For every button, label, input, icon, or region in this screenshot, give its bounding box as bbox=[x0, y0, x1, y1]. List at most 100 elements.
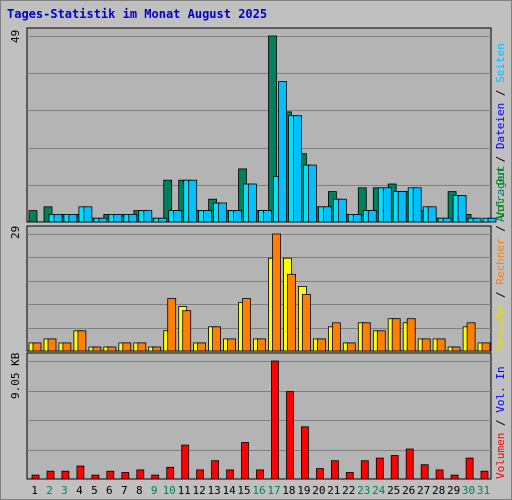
bar-seiten-day-31 bbox=[487, 217, 497, 223]
chart-title: Tages-Statistik im Monat August 2025 bbox=[7, 7, 268, 21]
bar-volumen-day-30 bbox=[465, 457, 474, 480]
x-tick-day-19: 19 bbox=[297, 484, 310, 497]
x-tick-day-12: 12 bbox=[192, 484, 205, 497]
bar-rechner-day-2 bbox=[47, 338, 57, 352]
bar-rechner-day-20 bbox=[316, 338, 326, 352]
x-tick-day-22: 22 bbox=[342, 484, 355, 497]
bar-rechner-day-3 bbox=[62, 342, 72, 352]
bar-rechner-day-7 bbox=[122, 342, 132, 352]
bar-seiten-day-20 bbox=[322, 206, 332, 223]
x-tick-day-3: 3 bbox=[61, 484, 68, 497]
bar-rechner-day-29 bbox=[451, 346, 461, 352]
legend-bottom-item: / bbox=[494, 413, 507, 433]
bar-rechner-day-1 bbox=[32, 342, 42, 352]
bar-rechner-day-28 bbox=[436, 338, 446, 352]
x-tick-day-5: 5 bbox=[91, 484, 98, 497]
legend-top: Anfragen / Dateien / Seiten bbox=[494, 43, 507, 222]
bar-rechner-day-12 bbox=[197, 342, 207, 352]
bar-volumen-day-3 bbox=[61, 470, 70, 480]
legend-middle-item: Rechner bbox=[494, 238, 507, 285]
bar-volumen-day-6 bbox=[106, 470, 115, 480]
x-tick-day-8: 8 bbox=[136, 484, 143, 497]
bar-volumen-day-13 bbox=[211, 460, 220, 480]
x-tick-day-29: 29 bbox=[447, 484, 460, 497]
bar-seiten-day-25 bbox=[397, 191, 407, 223]
plot-area-3 bbox=[26, 352, 492, 480]
bar-rechner-day-18 bbox=[287, 273, 296, 352]
bar-rechner-day-16 bbox=[257, 338, 266, 352]
x-tick-day-27: 27 bbox=[417, 484, 430, 497]
x-tick-day-18: 18 bbox=[282, 484, 295, 497]
x-tick-day-17: 17 bbox=[267, 484, 280, 497]
bar-seiten-day-18 bbox=[293, 115, 302, 223]
bar-volumen-day-12 bbox=[196, 469, 205, 480]
x-tick-day-16: 16 bbox=[252, 484, 265, 497]
legend-top-item: Dateien bbox=[494, 103, 507, 149]
bar-seiten-day-12 bbox=[203, 210, 213, 223]
bar-volumen-day-27 bbox=[420, 464, 429, 480]
bar-seiten-day-2 bbox=[53, 213, 63, 223]
bar-volumen-day-11 bbox=[181, 444, 190, 480]
bar-seiten-day-24 bbox=[382, 187, 392, 223]
bar-seiten-day-7 bbox=[128, 213, 138, 223]
bar-rechner-day-15 bbox=[242, 298, 251, 352]
bar-seiten-day-3 bbox=[68, 213, 78, 223]
bar-volumen-day-24 bbox=[375, 457, 384, 480]
bar-seiten-day-5 bbox=[98, 217, 108, 223]
x-tick-day-28: 28 bbox=[432, 484, 445, 497]
bar-seiten-day-28 bbox=[442, 217, 452, 223]
x-tick-day-13: 13 bbox=[207, 484, 220, 497]
y-max-label-2: 29 bbox=[9, 226, 22, 239]
bar-seiten-day-10 bbox=[173, 210, 183, 223]
bar-seiten-day-9 bbox=[158, 217, 168, 223]
bar-rechner-day-5 bbox=[92, 346, 102, 352]
bar-rechner-day-14 bbox=[227, 338, 237, 352]
y-max-label-3: 9.05 KB bbox=[9, 352, 22, 399]
legend-bottom-item: Vol. In bbox=[494, 366, 507, 412]
bar-anfragen-day-17 bbox=[268, 35, 277, 223]
bar-rechner-day-26 bbox=[406, 318, 416, 352]
bar-volumen-day-5 bbox=[91, 474, 100, 480]
x-tick-day-6: 6 bbox=[106, 484, 113, 497]
legend-middle: Besuche / Rechner / Vol. Out bbox=[494, 166, 507, 351]
bar-volumen-day-15 bbox=[241, 442, 249, 480]
bar-rechner-day-8 bbox=[137, 342, 147, 352]
bar-volumen-day-4 bbox=[76, 465, 85, 480]
x-tick-day-26: 26 bbox=[402, 484, 415, 497]
bar-seiten-day-21 bbox=[337, 198, 347, 223]
bar-seiten-day-8 bbox=[143, 210, 153, 223]
legend-middle-item: / bbox=[494, 219, 507, 239]
bar-rechner-day-25 bbox=[391, 318, 401, 352]
x-tick-day-2: 2 bbox=[46, 484, 53, 497]
bar-seiten-day-14 bbox=[233, 210, 243, 223]
x-tick-day-9: 9 bbox=[151, 484, 158, 497]
bar-rechner-day-24 bbox=[376, 330, 386, 352]
x-tick-day-4: 4 bbox=[76, 484, 83, 497]
bar-seiten-day-6 bbox=[113, 213, 123, 223]
bar-seiten-day-4 bbox=[83, 206, 93, 223]
bar-volumen-day-23 bbox=[360, 460, 369, 480]
x-tick-day-21: 21 bbox=[327, 484, 340, 497]
bar-seiten-day-27 bbox=[427, 206, 437, 223]
bar-rechner-day-17 bbox=[272, 233, 281, 352]
bar-rechner-day-10 bbox=[167, 298, 177, 352]
y-max-label-1: 49 bbox=[9, 30, 22, 43]
legend-middle-item: / bbox=[494, 285, 507, 305]
x-tick-day-15: 15 bbox=[237, 484, 250, 497]
x-tick-day-31: 31 bbox=[477, 484, 490, 497]
legend-top-item: Seiten bbox=[494, 43, 507, 83]
bar-seiten-day-13 bbox=[218, 202, 228, 223]
x-tick-day-25: 25 bbox=[387, 484, 400, 497]
bar-seiten-day-16 bbox=[263, 210, 272, 223]
bar-volumen-day-29 bbox=[450, 474, 459, 480]
bar-volumen-day-26 bbox=[405, 448, 414, 480]
bar-anfragen-day-10 bbox=[163, 179, 173, 223]
bar-rechner-day-27 bbox=[421, 338, 431, 352]
x-tick-day-7: 7 bbox=[121, 484, 128, 497]
bar-volumen-day-20 bbox=[315, 468, 324, 480]
bar-rechner-day-23 bbox=[361, 322, 371, 352]
plot-area-2 bbox=[26, 225, 492, 352]
bar-rechner-day-11 bbox=[182, 310, 192, 352]
